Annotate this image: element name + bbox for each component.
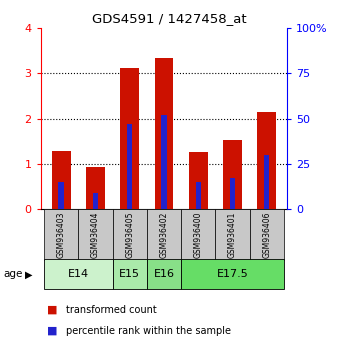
Bar: [113, 209, 147, 260]
Bar: [78, 209, 113, 260]
Text: GSM936405: GSM936405: [125, 211, 134, 258]
Text: E15: E15: [119, 269, 140, 279]
Bar: [58, 182, 64, 209]
Bar: [147, 209, 181, 260]
Bar: [44, 209, 78, 260]
Text: E14: E14: [68, 269, 89, 279]
Bar: [264, 155, 269, 209]
Bar: [154, 58, 173, 209]
Bar: [249, 209, 284, 260]
Text: GSM936402: GSM936402: [160, 211, 168, 258]
Bar: [44, 259, 113, 289]
Text: age: age: [3, 269, 23, 279]
Text: ■: ■: [47, 326, 58, 336]
Bar: [230, 178, 235, 209]
Text: GSM936403: GSM936403: [57, 211, 66, 258]
Text: ■: ■: [47, 305, 58, 315]
Bar: [113, 259, 147, 289]
Bar: [181, 209, 215, 260]
Bar: [189, 152, 208, 209]
Text: ▶: ▶: [25, 269, 33, 279]
Text: GSM936400: GSM936400: [194, 211, 203, 258]
Bar: [127, 124, 132, 209]
Text: GSM936401: GSM936401: [228, 211, 237, 258]
Text: GSM936404: GSM936404: [91, 211, 100, 258]
Bar: [93, 193, 98, 209]
Bar: [161, 115, 167, 209]
Bar: [223, 140, 242, 209]
Text: E17.5: E17.5: [217, 269, 248, 279]
Text: GSM936406: GSM936406: [262, 211, 271, 258]
Bar: [120, 68, 139, 209]
Bar: [215, 209, 249, 260]
Bar: [52, 151, 71, 209]
Bar: [181, 259, 284, 289]
Text: transformed count: transformed count: [66, 305, 156, 315]
Bar: [196, 182, 201, 209]
Bar: [86, 167, 105, 209]
Text: E16: E16: [153, 269, 174, 279]
Bar: [257, 112, 276, 209]
Text: GDS4591 / 1427458_at: GDS4591 / 1427458_at: [92, 12, 246, 25]
Bar: [147, 259, 181, 289]
Text: percentile rank within the sample: percentile rank within the sample: [66, 326, 231, 336]
